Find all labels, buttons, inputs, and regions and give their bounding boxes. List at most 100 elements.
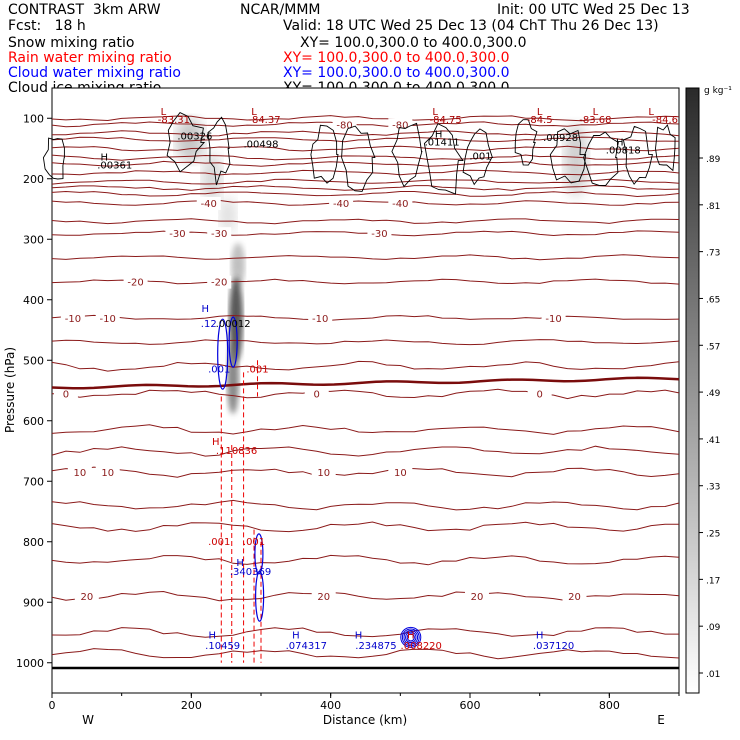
temperature-contour-line: [51, 499, 680, 511]
cloud-ice-contour: [462, 128, 494, 186]
contour-label-bg: [311, 466, 336, 480]
extremum-label: H: [292, 631, 300, 642]
field-label-cloud-water: Cloud water mixing ratio: [8, 65, 181, 81]
forecast-hour: Fcst: 18 h: [8, 18, 86, 34]
temperature-contour-label: 10: [73, 468, 86, 479]
contour-label-bg: [165, 227, 190, 241]
contour-label-bg: [207, 275, 232, 289]
y-tick-label: 300: [23, 233, 44, 246]
temperature-contour-line: [51, 190, 680, 198]
cloud-ice-contour: [423, 123, 464, 195]
cloud-water-ring: [406, 633, 415, 642]
temperature-contour-label: -10: [545, 314, 561, 325]
extremum-label: L: [161, 107, 167, 118]
temperature-contour-label: 20: [471, 592, 484, 603]
temperature-contour-line: [51, 445, 680, 457]
contour-label-bg: [304, 387, 329, 401]
temperature-contour-label: 20: [317, 592, 330, 603]
temperature-contour-label: -30: [169, 229, 185, 240]
colorbar-tick-label: .09: [706, 623, 721, 633]
extrema-annotations: L-83.31L-84.37L-84.75L-84.5L-83.68L-84.6…: [97, 107, 678, 652]
extremum-label: H: [208, 631, 216, 642]
extremum-label: L: [537, 107, 543, 118]
west-label: W: [82, 713, 94, 727]
colorbar-tick-label: .81: [706, 202, 720, 212]
valid-time: Valid: 18 UTC Wed 25 Dec 13 (04 ChT Thu …: [283, 18, 659, 34]
contour-label-bg: [541, 311, 566, 325]
contour-label-bg: [60, 311, 85, 325]
ice-shade-left-2: [202, 153, 222, 203]
extremum-label: H: [616, 137, 624, 148]
contour-label-bg: [527, 387, 552, 401]
extremum-label: H: [236, 558, 244, 569]
cloud-ice-contour: [549, 128, 587, 184]
field-label-snow: Snow mixing ratio: [8, 35, 135, 51]
temperature-contour-line: [51, 278, 680, 285]
rain-water-contours: [220, 360, 262, 663]
temperature-contour-line: [51, 627, 679, 638]
cloud-ice-contour: [341, 125, 376, 192]
contour-label-bg: [53, 387, 78, 401]
colorbar-tick-label: .57: [706, 342, 720, 352]
temperature-contour-line: [52, 130, 680, 137]
extremum-label: .110836: [216, 446, 257, 457]
cloud-water-ring: [405, 631, 417, 644]
contour-label-bg: [95, 466, 120, 480]
extremum-label: .00012: [216, 319, 251, 330]
extremum-label: -84.6: [652, 115, 678, 126]
extremum-label: .008220: [401, 641, 442, 652]
extremum-label: H: [536, 631, 544, 642]
temperature-contour-label: -10: [65, 314, 81, 325]
temperature-contour-label: -40: [201, 199, 217, 210]
cloud-ice-contour: [42, 137, 65, 180]
extremum-label: -84.37: [248, 115, 280, 126]
extremum-label: .001: [243, 537, 265, 548]
freezing-level-contour: [51, 376, 680, 390]
contour-label-bg: [388, 196, 413, 210]
x-tick-label: 600: [460, 699, 481, 712]
temperature-contour-line: [51, 314, 680, 321]
temperature-contour-line: [51, 115, 680, 122]
y-tick-label: 200: [23, 173, 44, 186]
cloud-water-contours: [217, 316, 422, 648]
freezing-level-line: [51, 376, 680, 390]
colorbar-tick-label: .33: [706, 483, 720, 493]
temperature-contour-label: 0: [314, 390, 320, 401]
temperature-contour-label: -10: [100, 314, 116, 325]
field-label-rain: Rain water mixing ratio: [8, 50, 172, 66]
extremum-label: .001: [208, 537, 230, 548]
temperature-contour-line: [51, 360, 680, 372]
init-time: Init: 00 UTC Wed 25 Dec 13: [497, 2, 690, 18]
colorbar-tick-label: .25: [706, 530, 720, 540]
colorbar-tick-label: .73: [706, 249, 720, 259]
extremum-label: H: [100, 153, 108, 164]
y-tick-label: 900: [23, 596, 44, 609]
contour-label-bg: [562, 590, 587, 604]
extremum-label: -84.5: [527, 115, 553, 126]
extremum-label: H: [212, 437, 220, 448]
contour-label-bg: [67, 466, 92, 480]
contour-label-bg: [123, 275, 148, 289]
extremum-label: .00818: [606, 145, 641, 156]
cloud-water-ring: [400, 626, 422, 648]
colorbar-tick-label: .89: [706, 155, 721, 165]
y-tick-label: 100: [23, 112, 44, 125]
temperature-contour-label: -30: [371, 229, 387, 240]
extremum-label: .001: [469, 151, 491, 162]
extremum-label: H: [407, 631, 415, 642]
colorbar-ticks: .89 .81 .73 .65 .57 .49 .41 .33 .25 .17 .09 .01: [699, 155, 721, 680]
temperature-contour-line: [51, 230, 680, 237]
colorbar-tick-label: .41: [706, 436, 720, 446]
contour-label-bg: [388, 466, 413, 480]
cloud-ice-contour: [655, 124, 676, 172]
x-tick-label: 400: [320, 699, 341, 712]
colorbar-tick-label: .17: [706, 576, 720, 586]
extremum-label: H: [202, 304, 210, 315]
producer-label: NCAR/MMM: [240, 2, 321, 18]
temperature-contour-line: [51, 554, 680, 566]
cloud-water-contour: [217, 318, 229, 390]
y-tick-label: 500: [23, 354, 44, 367]
extremum-label: .10459: [205, 641, 240, 652]
